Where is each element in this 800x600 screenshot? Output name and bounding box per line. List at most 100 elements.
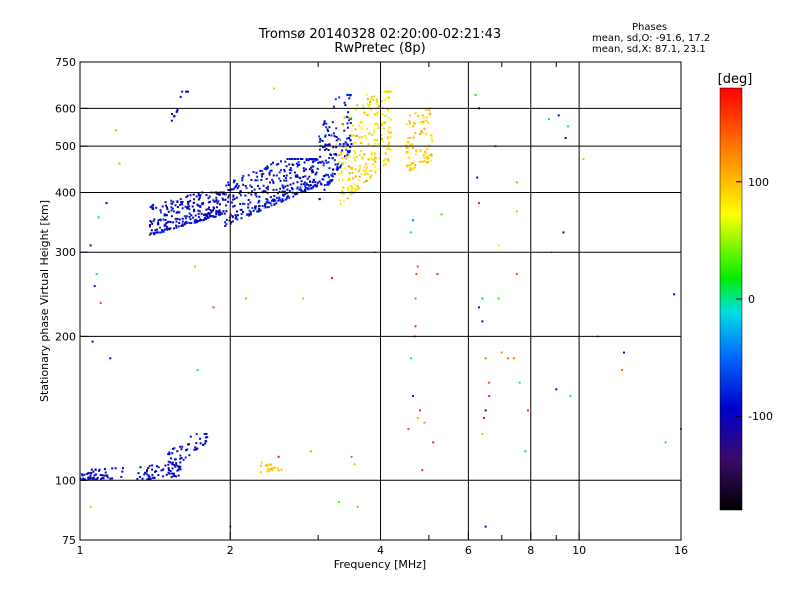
scatter-point (335, 146, 338, 149)
scatter-point (293, 158, 296, 160)
scatter-point (188, 221, 191, 224)
scatter-point (207, 212, 210, 215)
scatter-point (370, 152, 373, 154)
scatter-point (314, 158, 317, 160)
scatter-point (198, 219, 201, 222)
scatter-point (230, 221, 233, 224)
scatter-point (294, 175, 297, 178)
scatter-point (291, 188, 294, 191)
scatter-point (408, 120, 411, 123)
scatter-points (79, 87, 682, 528)
scatter-point (194, 265, 196, 268)
scatter-point (346, 150, 349, 153)
scatter-point (409, 167, 412, 170)
scatter-point (174, 204, 177, 207)
scatter-point (278, 199, 281, 202)
scatter-point (259, 209, 262, 212)
scatter-point (377, 126, 380, 129)
scatter-point (335, 136, 338, 138)
scatter-point (181, 217, 184, 220)
colorbar-tick-label: 100 (748, 176, 769, 189)
scatter-point (350, 134, 353, 137)
scatter-point (481, 297, 484, 300)
scatter-point (93, 285, 96, 287)
scatter-point (248, 214, 251, 217)
scatter-point (176, 217, 179, 220)
scatter-point (353, 463, 356, 466)
scatter-point (330, 134, 333, 137)
scatter-point (207, 207, 210, 210)
scatter-point (425, 156, 428, 159)
scatter-point (239, 203, 242, 205)
scatter-point (412, 161, 415, 164)
scatter-point (159, 226, 161, 229)
scatter-point (283, 179, 285, 182)
scatter-point (289, 183, 292, 186)
scatter-point (195, 442, 198, 444)
scatter-point (161, 229, 163, 231)
scatter-point (425, 120, 428, 122)
scatter-point (205, 208, 208, 211)
scatter-point (178, 211, 181, 214)
scatter-point (169, 461, 172, 464)
scatter-point (368, 169, 371, 172)
scatter-point (258, 207, 261, 210)
scatter-point (328, 134, 331, 137)
scatter-point (197, 204, 200, 207)
scatter-point (305, 159, 308, 162)
scatter-point (354, 141, 357, 144)
scatter-point (338, 179, 340, 182)
scatter-point (175, 110, 178, 113)
scatter-point (286, 158, 289, 160)
scatter-point (197, 198, 200, 201)
scatter-point (150, 221, 153, 224)
scatter-point (363, 181, 366, 184)
scatter-point (358, 186, 361, 189)
scatter-point (310, 166, 313, 169)
scatter-point (240, 213, 243, 215)
scatter-point (383, 121, 386, 124)
scatter-point (527, 409, 529, 412)
scatter-point (346, 122, 349, 125)
scatter-point (216, 202, 219, 205)
scatter-point (427, 156, 429, 159)
scatter-point (167, 469, 170, 472)
scatter-point (148, 464, 151, 467)
scatter-point (428, 109, 431, 112)
scatter-point (333, 135, 336, 138)
scatter-point (167, 460, 170, 463)
scatter-point (220, 212, 223, 215)
scatter-point (267, 185, 269, 188)
scatter-point (122, 467, 124, 470)
scatter-point (280, 160, 282, 163)
scatter-point (407, 147, 410, 150)
scatter-point (409, 122, 412, 125)
scatter-point (308, 175, 311, 178)
scatter-point (272, 466, 274, 469)
scatter-point (258, 199, 261, 202)
scatter-point (162, 230, 165, 233)
scatter-point (358, 124, 361, 127)
scatter-point (155, 470, 158, 473)
scatter-point (316, 167, 319, 170)
scatter-point (199, 194, 201, 197)
scatter-point (261, 170, 264, 172)
scatter-point (293, 171, 296, 174)
scatter-point (114, 467, 117, 470)
scatter-point (524, 450, 527, 453)
scatter-point (303, 190, 306, 193)
scatter-point (340, 153, 343, 156)
scatter-point (92, 470, 95, 473)
scatter-point (206, 216, 209, 219)
scatter-point (343, 115, 346, 118)
scatter-point (269, 181, 271, 184)
scatter-point (319, 161, 322, 164)
scatter-point (266, 188, 269, 191)
scatter-point (197, 220, 200, 222)
scatter-point (279, 187, 282, 190)
scatter-point (388, 126, 391, 129)
y-tick-label: 750 (55, 56, 76, 69)
scatter-point (175, 224, 178, 227)
scatter-point (159, 218, 162, 221)
